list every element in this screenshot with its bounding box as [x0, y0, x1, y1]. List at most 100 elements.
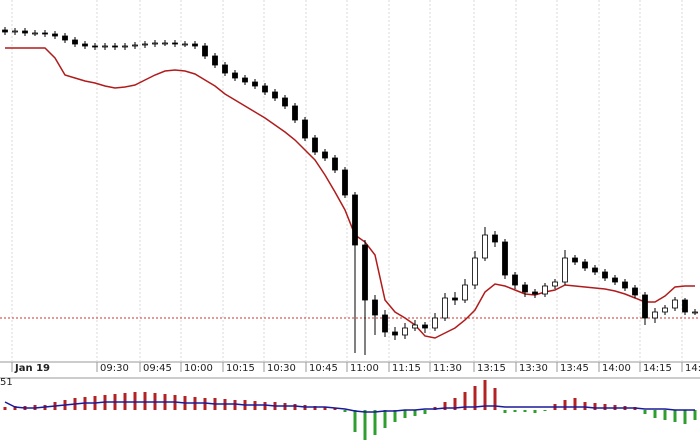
candle-body [482, 234, 488, 259]
candle-body [122, 45, 128, 48]
candle-body [642, 294, 648, 319]
candle-body [12, 30, 18, 33]
candle-body [422, 324, 428, 329]
indicator-bar [133, 392, 137, 410]
indicator-bar [573, 398, 577, 410]
indicator-bar [513, 410, 517, 412]
indicator-bar [533, 410, 537, 413]
candle-body [682, 299, 688, 313]
indicator-bar [473, 386, 477, 410]
candle-body [582, 261, 588, 269]
candle-body [432, 317, 438, 329]
candle-body [492, 234, 498, 243]
indicator-bar [693, 410, 697, 420]
candle-body [142, 43, 148, 46]
candle-body [382, 314, 388, 333]
candle-body [312, 137, 318, 153]
candle-body [622, 281, 628, 289]
indicator-bar [483, 380, 487, 410]
candle-body [672, 299, 678, 309]
indicator-bar [493, 388, 497, 410]
candle-body [292, 105, 298, 121]
indicator-bar [523, 410, 527, 412]
indicator-bar [663, 410, 667, 420]
candle-body [402, 327, 408, 336]
indicator-bar [383, 410, 387, 428]
candle-body [72, 39, 78, 45]
candle-body [262, 85, 268, 93]
candle-body [32, 32, 38, 35]
candle-body [282, 97, 288, 107]
indicator-bar [463, 392, 467, 410]
candle-body [172, 42, 178, 45]
indicator-bar [353, 410, 357, 432]
x-tick-label: 10:00 [184, 363, 213, 374]
candle-body [612, 277, 618, 283]
x-tick-label: Jan 19 [14, 363, 50, 374]
average-line [5, 47, 695, 339]
candle-body [132, 44, 138, 47]
candle-body [442, 297, 448, 319]
indicator-bar [13, 406, 17, 410]
candle-body [92, 45, 98, 48]
candle-body [352, 194, 358, 246]
x-tick-label: 11:30 [433, 363, 462, 374]
candle-body [652, 311, 658, 319]
x-tick-label: 10:30 [267, 363, 296, 374]
indicator-bar [443, 402, 447, 410]
candle-body [242, 77, 248, 83]
candle-body [452, 297, 458, 301]
candle-body [542, 285, 548, 295]
candle-body [602, 271, 608, 279]
indicator-bar [343, 410, 347, 412]
candle-body [562, 257, 568, 283]
indicator-bar [363, 410, 367, 440]
x-tick-label: 13:30 [519, 363, 548, 374]
candle-body [462, 284, 468, 301]
candle-body [152, 42, 158, 45]
candle-body [662, 307, 668, 313]
indicator-bar [333, 408, 337, 410]
candle-body [162, 42, 168, 45]
candle-body [552, 281, 558, 287]
candle-body [52, 33, 58, 37]
candle-body [692, 311, 698, 314]
candle-body [322, 151, 328, 159]
x-tick-label: 10:15 [226, 363, 255, 374]
indicator-bar [503, 410, 507, 413]
candle-body [82, 43, 88, 47]
candle-body [182, 43, 188, 46]
candle-body [412, 324, 418, 329]
candle-body [272, 91, 278, 99]
indicator-bar [643, 410, 647, 414]
candle-body [332, 157, 338, 171]
indicator-bar [3, 407, 7, 410]
indicator-bar [143, 392, 147, 410]
indicator-bar [413, 410, 417, 416]
indicator-bar [603, 404, 607, 410]
x-tick-label: 13:15 [477, 363, 506, 374]
candle-body [512, 274, 518, 286]
candle-body [42, 32, 48, 35]
candle-body [62, 35, 68, 41]
indicator-bar [563, 400, 567, 410]
indicator-bar [373, 410, 377, 435]
x-tick-label: 09:30 [100, 363, 129, 374]
x-tick-label: 13:45 [560, 363, 589, 374]
indicator-bar [263, 402, 267, 410]
x-tick-label: 14:15 [643, 363, 672, 374]
candle-body [472, 257, 478, 286]
indicator-bar [233, 400, 237, 410]
indicator-bar [423, 410, 427, 414]
candle-body [392, 331, 398, 336]
candle-body [252, 81, 258, 87]
indicator-bar [393, 410, 397, 422]
x-tick-label: 14: [685, 363, 700, 374]
candle-body [342, 169, 348, 196]
indicator-bar [543, 410, 547, 411]
x-tick-label: 09:45 [143, 363, 172, 374]
candle-body [572, 257, 578, 263]
x-tick-label: 11:15 [392, 363, 421, 374]
